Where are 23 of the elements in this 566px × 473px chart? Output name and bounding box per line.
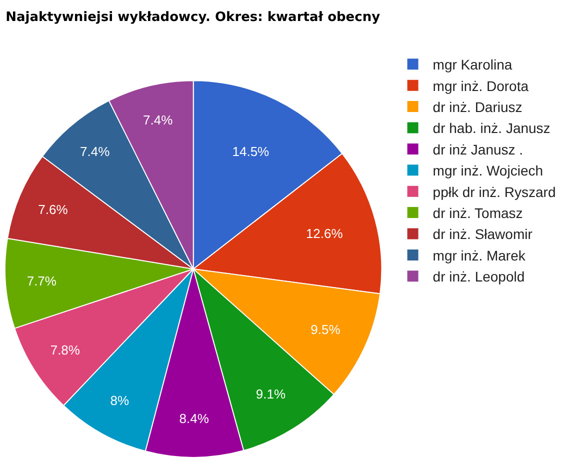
data-label: 9.5% <box>310 322 341 338</box>
data-label: 7.6% <box>38 202 68 217</box>
legend-label: dr hab. inż. Janusz <box>432 120 550 136</box>
legend-label: ppłk dr inż. Ryszard <box>432 184 556 200</box>
data-label: 8% <box>110 393 130 408</box>
data-label: 7.4% <box>143 112 174 128</box>
legend-label: dr inż. Sławomir <box>432 226 533 242</box>
data-label: 12.6% <box>306 226 344 242</box>
data-label: 14.5% <box>232 144 270 160</box>
legend-label: dr inż. Leopold <box>432 268 525 285</box>
data-label: 9.1% <box>256 386 286 402</box>
data-label: 7.4% <box>80 144 110 160</box>
data-label: 8.4% <box>179 410 210 426</box>
legend-label: mgr inż. Marek <box>432 247 526 264</box>
data-label: 7.7% <box>26 273 57 288</box>
legend-label: mgr Karolina <box>432 56 512 73</box>
legend-label: dr inż. Dariusz <box>432 99 522 116</box>
chart-title: Najaktywniejsi wykładowcy. Okres: kwartał obecny <box>6 10 381 25</box>
legend-label: mgr inż. Dorota <box>432 78 529 94</box>
legend-label: mgr inż. Wojciech <box>432 162 544 179</box>
legend-label: dr inż Janusz . <box>432 141 524 158</box>
legend-label: dr inż. Tomasz <box>432 205 523 222</box>
data-label: 7.8% <box>50 342 80 358</box>
